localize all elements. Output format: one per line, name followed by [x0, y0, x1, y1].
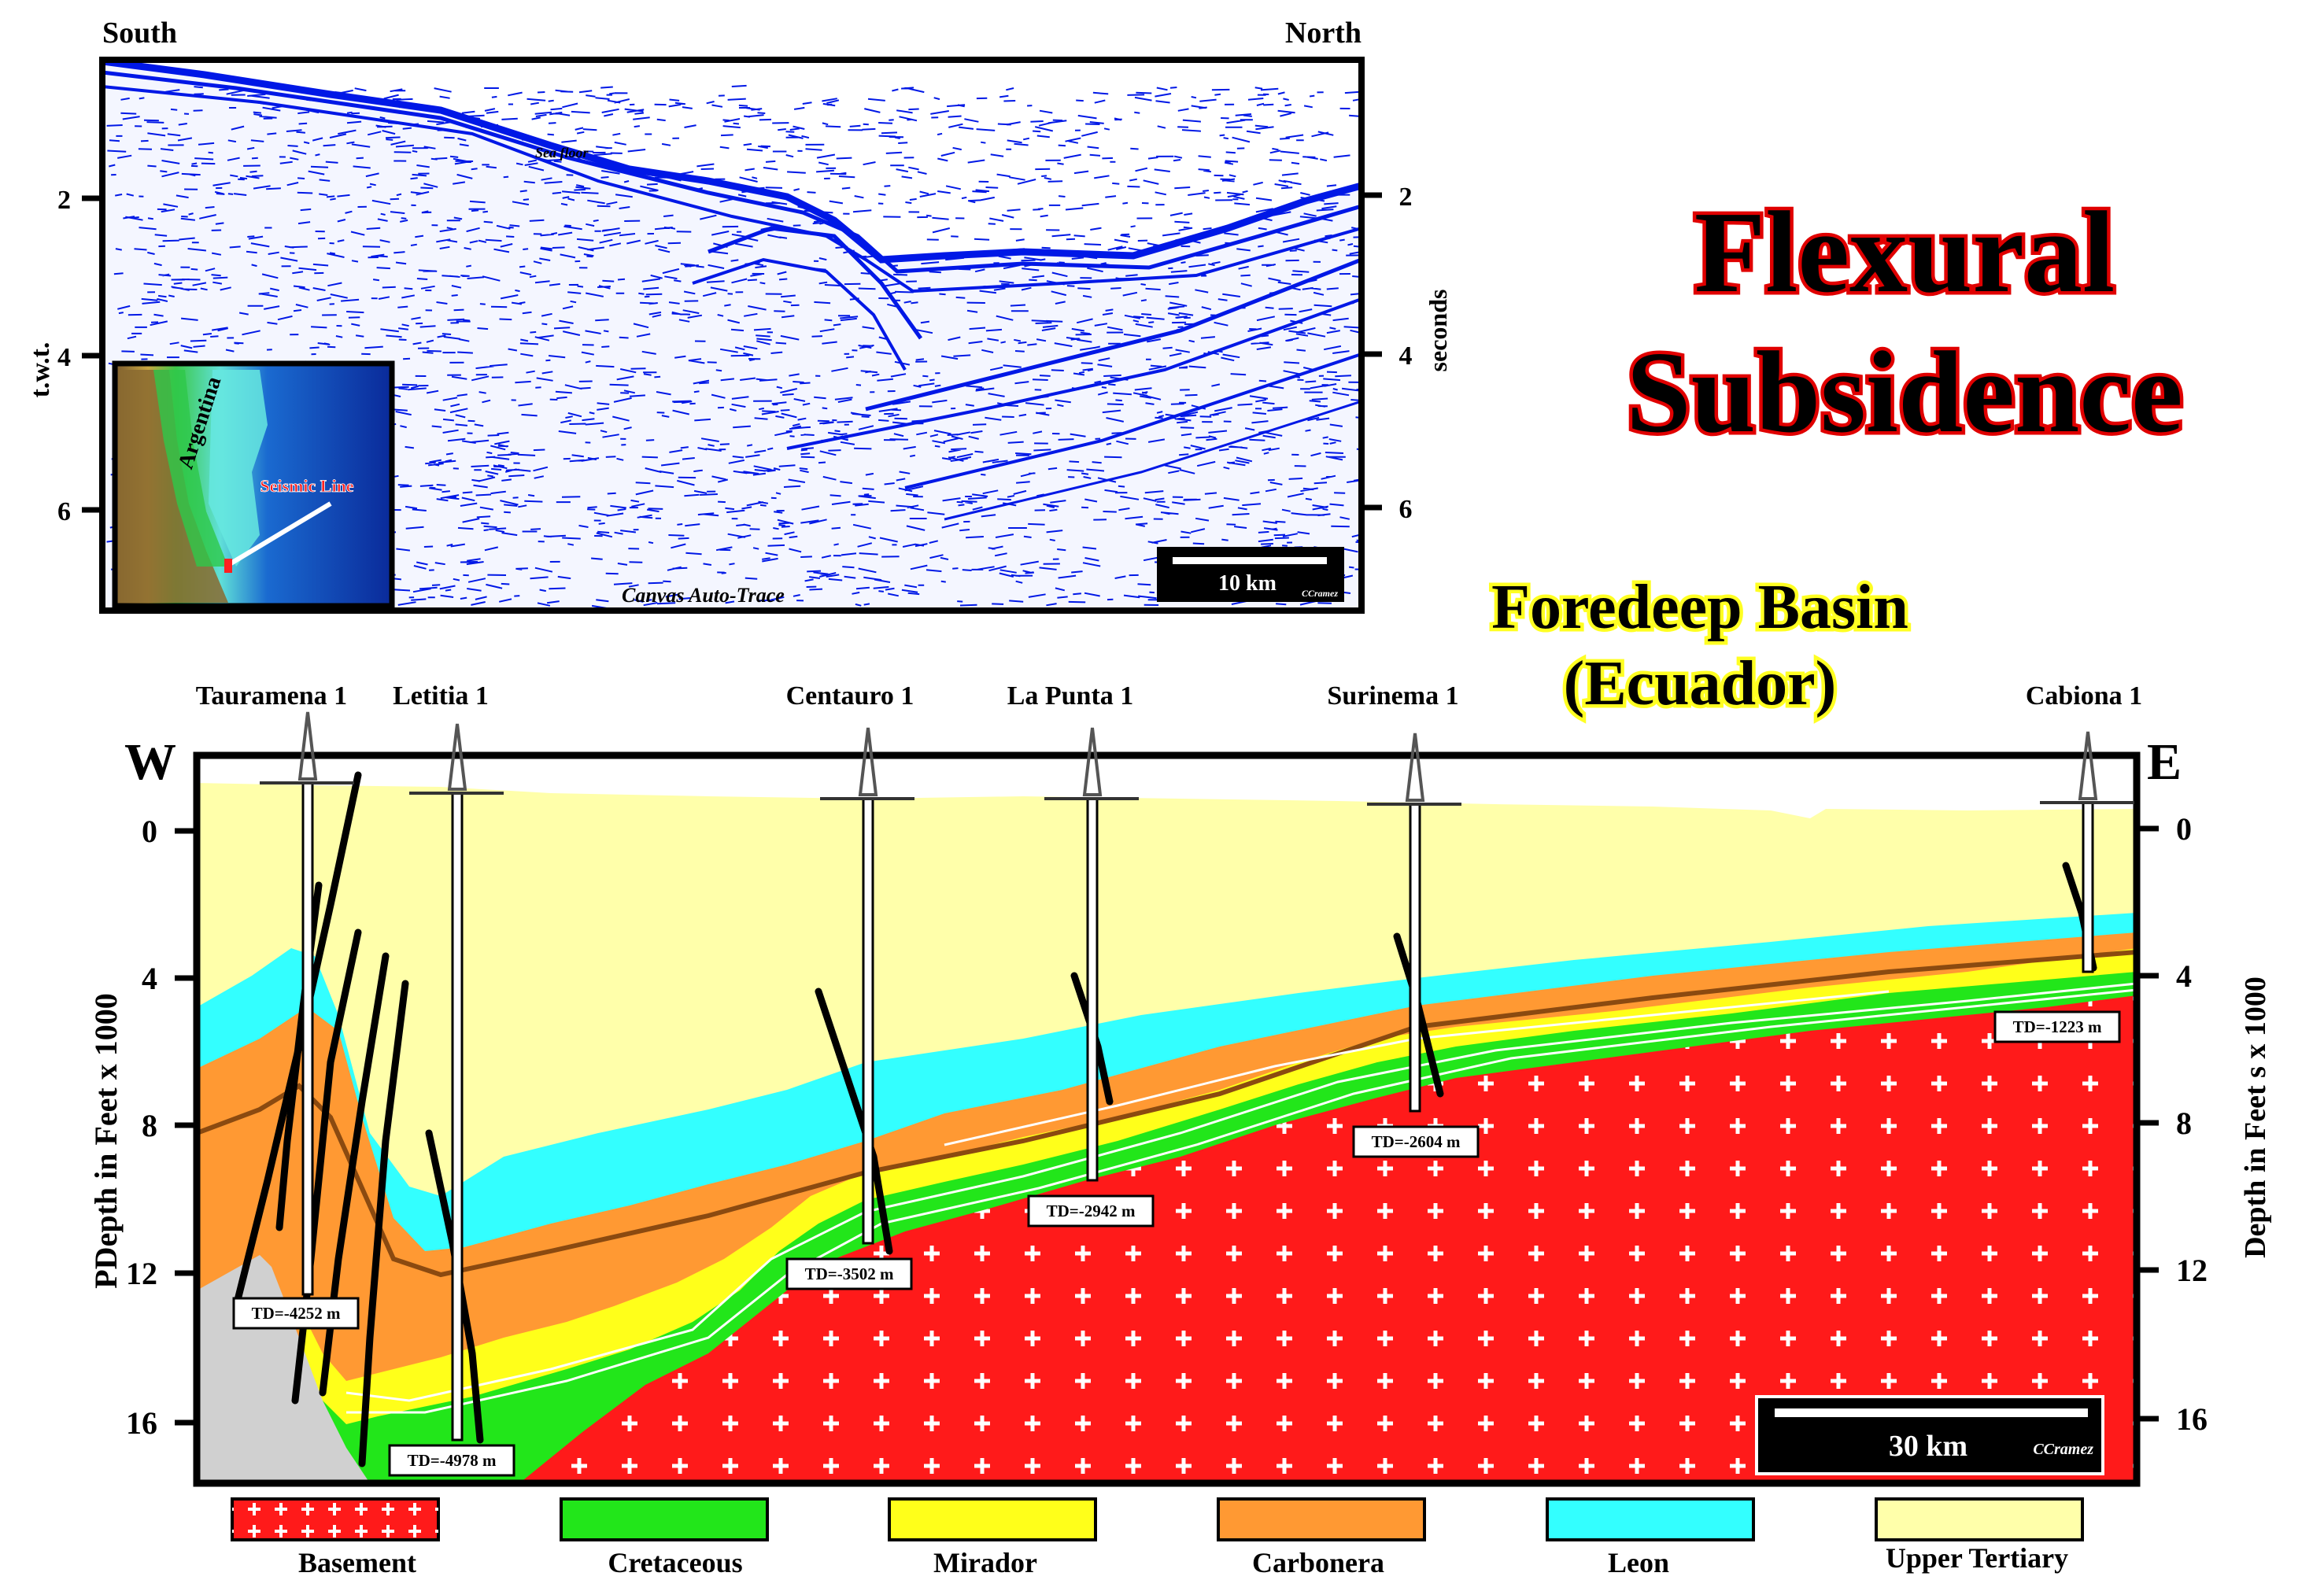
section-left-tick: 8: [142, 1108, 157, 1143]
south-label: South: [102, 17, 177, 50]
software-label: Canvas Auto-Trace: [622, 584, 785, 607]
legend-swatch: [1546, 1497, 1755, 1541]
legend-item-cretaceous: Cretaceous: [560, 1497, 769, 1578]
section-scale-bar: 30 km CCramez: [1755, 1395, 2104, 1475]
seismic-left-tick: 6: [57, 497, 71, 526]
legend-label: Mirador: [933, 1547, 1037, 1578]
section-right-tick: 0: [2176, 811, 2192, 847]
inset-map: Argentina Seismic Line: [112, 360, 395, 609]
legend: Basement Cretaceous Mirador Carbonera Le…: [231, 1497, 2084, 1578]
seismic-frame: [99, 57, 1365, 614]
section-right-tick: 4: [2176, 958, 2192, 994]
section-right-axis-label: Depth in Feet s x 1000: [2239, 976, 2272, 1258]
legend-label: Upper Tertiary: [1886, 1542, 2068, 1574]
seismic-scale-bar: 10 km CCramez: [1157, 547, 1344, 602]
well-tauramena-1: Tauramena 1 TD=-4252 m: [196, 681, 360, 1330]
legend-item-upper-tertiary: Upper Tertiary: [1875, 1497, 2084, 1574]
seismic-right-tick: 4: [1399, 341, 1413, 371]
inset-seismic-line-label: Seismic Line: [260, 476, 353, 496]
well-la-punta-1: La Punta 1 TD=-2942 m: [1007, 681, 1155, 1227]
seismic-traces: [102, 60, 1362, 611]
well-name: La Punta 1: [1007, 681, 1134, 711]
main-title: Flexural Subsidence: [1623, 185, 2186, 461]
west-label: W: [124, 733, 176, 791]
subtitle-line-2: (Ecuador): [1564, 649, 1837, 718]
well-td: TD=-4252 m: [252, 1304, 341, 1323]
well-name: Surinema 1: [1327, 681, 1458, 711]
well-td: TD=-2604 m: [1372, 1132, 1461, 1151]
title-line-2: Subsidence: [1626, 328, 2182, 457]
sea-floor-label: Sea floor: [535, 145, 589, 161]
section-scale-label: 30 km: [1889, 1430, 1967, 1463]
seismic-scale-label: 10 km: [1218, 571, 1277, 596]
well-name: Letitia 1: [393, 681, 489, 711]
legend-label: Cretaceous: [608, 1547, 742, 1578]
section-right-tick: 12: [2176, 1253, 2208, 1288]
legend-swatch: [1875, 1497, 2084, 1541]
subtitle-line-1: Foredeep Basin: [1491, 573, 1908, 642]
twt-axis-label: t.w.t.: [26, 342, 55, 398]
legend-item-carbonera: Carbonera: [1217, 1497, 1426, 1578]
seismic-right-tick: 6: [1399, 495, 1413, 524]
section-left-tick: 4: [142, 961, 157, 996]
section-left-axis-label: PDepth in Feet x 1000: [88, 993, 124, 1289]
seismic-right-tick: 2: [1399, 183, 1413, 212]
seismic-left-tick: 4: [57, 343, 71, 372]
well-letitia-1: Letitia 1 TD=-4978 m: [388, 681, 515, 1477]
well-name: Tauramena 1: [196, 681, 347, 711]
subtitle: Foredeep Basin (Ecuador): [1488, 570, 1912, 722]
section-left-tick: 12: [126, 1256, 157, 1291]
title-line-1: Flexural: [1694, 188, 2115, 317]
legend-item-basement: Basement: [231, 1497, 440, 1578]
north-label: North: [1285, 17, 1362, 50]
east-label: E: [2147, 733, 2182, 791]
section-scale-credit: CCramez: [2033, 1441, 2093, 1458]
legend-label: Carbonera: [1252, 1547, 1384, 1578]
seismic-panel: 2 4 6 2 4 6 South North t.w.t. seconds S…: [26, 17, 1452, 614]
well-td: TD=-2942 m: [1047, 1202, 1136, 1220]
well-surinema-1: Surinema 1 TD=-2604 m: [1327, 681, 1480, 1158]
well-centauro-1: Centauro 1 TD=-3502 m: [785, 681, 914, 1290]
legend-swatch: [560, 1497, 769, 1541]
section-frame: [193, 751, 2141, 1487]
section-left-tick: 16: [126, 1405, 157, 1441]
seismic-scale-credit: CCramez: [1302, 588, 1338, 599]
section-right-tick: 16: [2176, 1401, 2208, 1437]
well-td: TD=-3502 m: [805, 1264, 894, 1283]
legend-item-mirador: Mirador: [888, 1497, 1097, 1578]
seconds-axis-label: seconds: [1424, 290, 1452, 372]
legend-label: Leon: [1608, 1547, 1669, 1578]
well-name: Centauro 1: [786, 681, 914, 711]
legend-label: Basement: [298, 1547, 416, 1578]
legend-swatch: [888, 1497, 1097, 1541]
legend-item-leon: Leon: [1546, 1497, 1755, 1578]
section-left-tick: 0: [142, 814, 157, 849]
section-right-tick: 8: [2176, 1106, 2192, 1141]
well-cabiona-1: Cabiona 1 TD=-1223 m: [1993, 681, 2142, 1043]
well-td: TD=-1223 m: [2013, 1017, 2102, 1036]
seismic-left-tick: 2: [57, 186, 71, 215]
cross-section: 0 4 8 12 16 0 4 8 12 16 PDepth in Feet x…: [88, 681, 2272, 1487]
well-td: TD=-4978 m: [408, 1451, 497, 1470]
legend-swatch: [1217, 1497, 1426, 1541]
well-name: Cabiona 1: [2026, 681, 2142, 711]
